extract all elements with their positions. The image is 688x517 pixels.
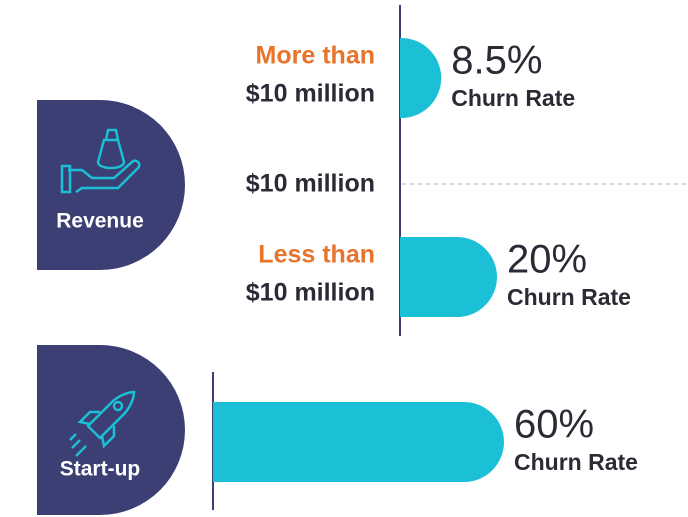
value-label: 8.5%: [451, 39, 542, 83]
category-label: Less than: [258, 241, 375, 269]
tab-label: Revenue: [56, 210, 144, 233]
category-label: More than: [256, 42, 375, 70]
metric-label: Churn Rate: [507, 284, 631, 310]
bar: [400, 38, 442, 118]
divider-label: $10 million: [246, 170, 375, 198]
startup-tab: [37, 345, 185, 515]
revenue-tab: [37, 100, 185, 270]
value-label: 20%: [507, 238, 587, 282]
category-label: $10 million: [246, 279, 375, 307]
value-label: 60%: [514, 403, 594, 447]
metric-label: Churn Rate: [514, 449, 638, 475]
revenue-icon: [60, 128, 141, 194]
tab-label: Start-up: [60, 458, 141, 481]
category-label: $10 million: [246, 80, 375, 108]
rocket-icon: [69, 390, 136, 457]
bar: [213, 402, 504, 482]
metric-label: Churn Rate: [451, 85, 575, 111]
bar: [400, 237, 497, 317]
